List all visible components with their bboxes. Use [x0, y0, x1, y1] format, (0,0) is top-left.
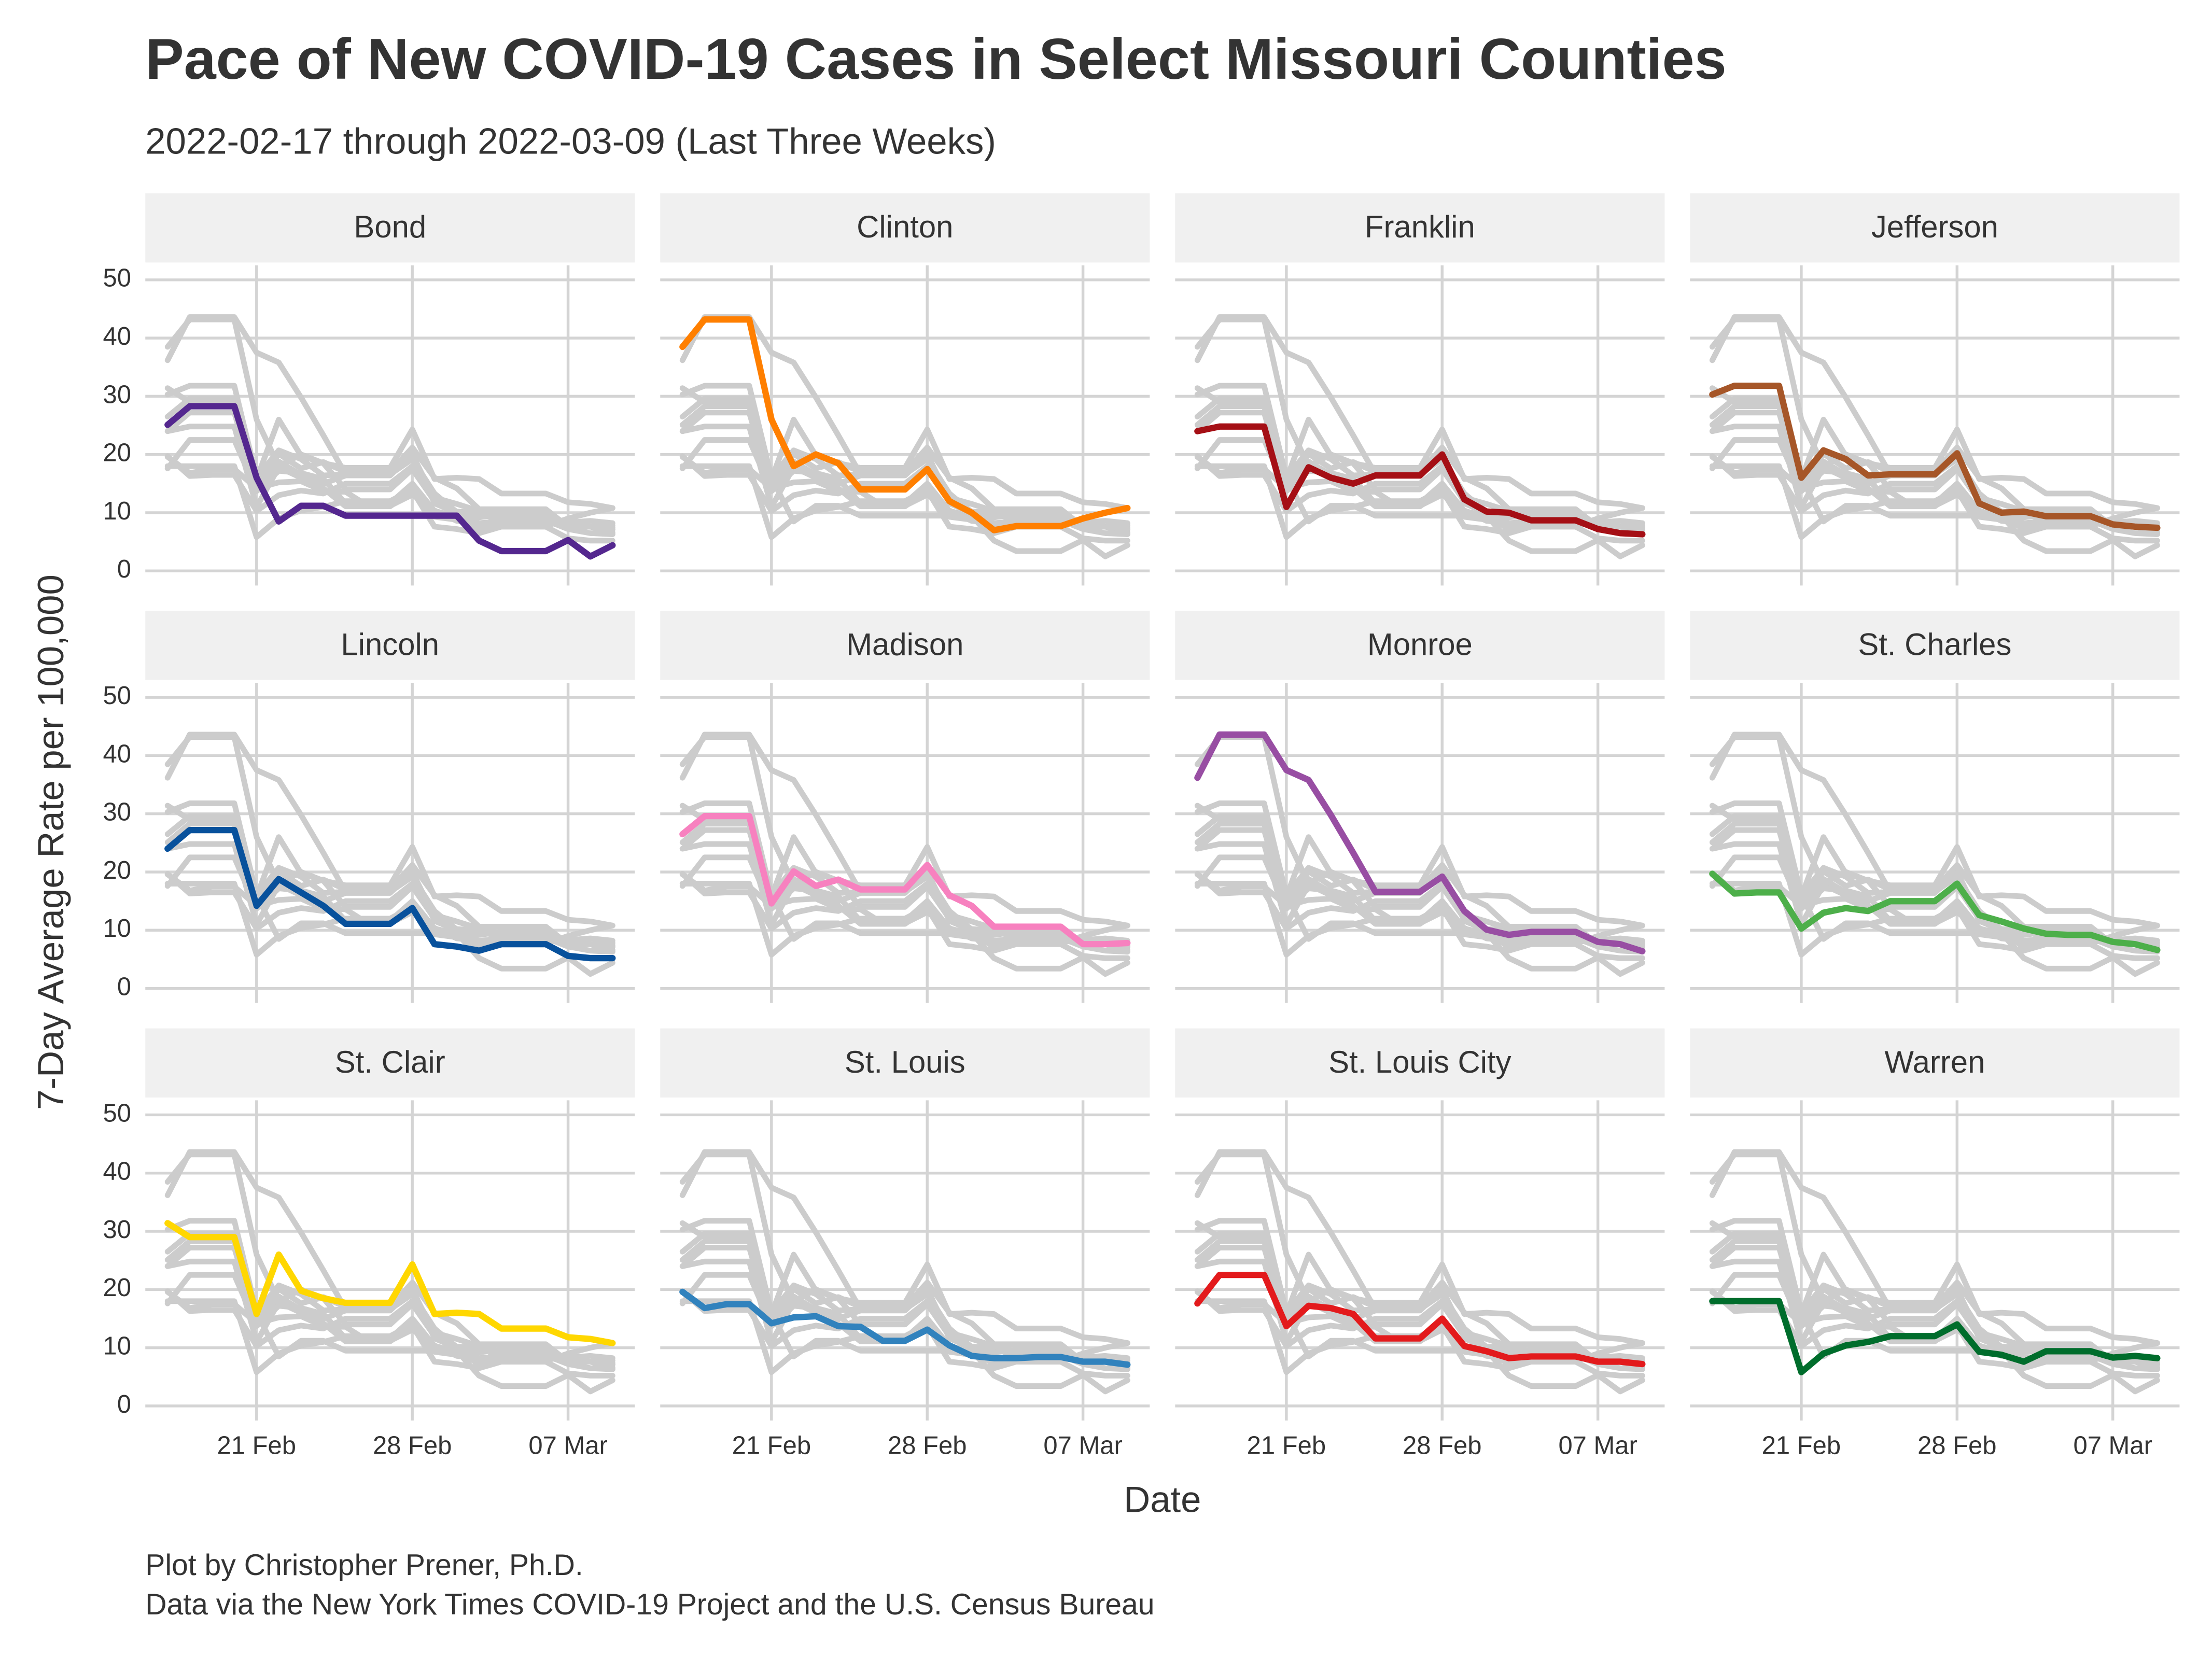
panel: Bond 0 10 20 30 40 50	[103, 193, 635, 586]
panel: Madison	[660, 611, 1150, 1003]
context-line	[1709, 1220, 2160, 1346]
y-tick-label: 40	[103, 1158, 131, 1186]
context-line	[679, 881, 1130, 958]
strip-label: St. Clair	[335, 1045, 445, 1079]
context-line	[164, 1298, 615, 1375]
series-line	[1194, 1272, 1646, 1368]
y-tick-label: 40	[103, 322, 131, 350]
strip-label: Clinton	[857, 209, 953, 244]
y-tick-label: 0	[117, 973, 131, 1001]
strip	[1690, 1028, 2180, 1098]
context-line	[164, 881, 615, 958]
series-line	[1709, 870, 2161, 953]
strip	[660, 1028, 1150, 1098]
strip-label: Monroe	[1367, 627, 1473, 662]
x-tick-label: 07 Mar	[528, 1432, 607, 1460]
caption-line: Data via the New York Times COVID-19 Pro…	[145, 1588, 1154, 1621]
strip-label: Warren	[1884, 1045, 1985, 1079]
x-tick-label: 28 Feb	[1403, 1432, 1481, 1460]
panel: St. Charles	[1690, 611, 2180, 1003]
strip-label: Bond	[354, 209, 426, 244]
series-line	[679, 813, 1131, 948]
strip-label: Jefferson	[1871, 209, 1998, 244]
caption-line: Plot by Christopher Prener, Ph.D.	[145, 1549, 583, 1582]
strip	[1690, 193, 2180, 263]
context-line	[679, 385, 1130, 511]
y-tick-label: 20	[103, 439, 131, 467]
y-tick-label: 30	[103, 798, 131, 826]
context-line	[1194, 1220, 1645, 1346]
strip	[145, 1028, 635, 1098]
x-tick-label: 21 Feb	[1247, 1432, 1326, 1460]
context-line	[679, 1220, 1130, 1346]
strip	[1175, 1028, 1665, 1098]
context-line	[1709, 803, 2160, 929]
y-tick-label: 0	[117, 555, 131, 583]
panel: St. Louis 21 Feb 28 Feb 07 Mar	[660, 1028, 1150, 1460]
y-tick-label: 30	[103, 381, 131, 409]
y-tick-label: 20	[103, 856, 131, 884]
strip	[1175, 193, 1665, 263]
y-tick-label: 50	[103, 1099, 131, 1127]
strip-label: Franklin	[1365, 209, 1475, 244]
panel: Jefferson	[1690, 193, 2180, 586]
y-tick-label: 0	[117, 1390, 131, 1418]
x-tick-label: 07 Mar	[1558, 1432, 1637, 1460]
series-line	[164, 403, 616, 560]
y-tick-label: 40	[103, 740, 131, 768]
series-line	[679, 1288, 1131, 1368]
y-tick-label: 50	[103, 682, 131, 710]
strip	[660, 193, 1150, 263]
strip-label: St. Louis City	[1328, 1045, 1511, 1079]
y-tick-label: 50	[103, 264, 131, 292]
strip	[660, 611, 1150, 680]
y-tick-label: 10	[103, 497, 131, 525]
context-line	[1194, 803, 1645, 929]
context-line	[164, 463, 615, 540]
y-tick-label: 10	[103, 915, 131, 943]
y-tick-label: 10	[103, 1332, 131, 1360]
panel: Warren 21 Feb 28 Feb 07 Mar	[1690, 1028, 2180, 1460]
strip	[1175, 611, 1665, 680]
x-tick-label: 28 Feb	[373, 1432, 452, 1460]
series-line	[164, 826, 616, 962]
x-tick-label: 21 Feb	[217, 1432, 296, 1460]
x-tick-label: 28 Feb	[1917, 1432, 1996, 1460]
context-line	[1194, 463, 1645, 540]
series-line	[1194, 731, 1646, 954]
strip	[145, 193, 635, 263]
context-line	[679, 1298, 1130, 1375]
x-tick-label: 21 Feb	[732, 1432, 811, 1460]
strip-label: Madison	[846, 627, 963, 662]
panel: Clinton	[660, 193, 1150, 586]
panel: Lincoln 0 10 20 30 40 50	[103, 611, 635, 1003]
y-tick-label: 30	[103, 1216, 131, 1244]
series-line	[1709, 382, 2161, 531]
strip	[1690, 611, 2180, 680]
panel: St. Louis City 21 Feb 28 Feb 07 Mar	[1175, 1028, 1665, 1460]
series-line	[164, 1220, 616, 1346]
panel: Franklin	[1175, 193, 1665, 586]
strip-label: Lincoln	[341, 627, 439, 662]
chart-subtitle: 2022-02-17 through 2022-03-09 (Last Thre…	[145, 120, 996, 161]
panel: St. Clair 0 10 20 30 40 50 21 Feb 28 Feb 07 Mar	[103, 1028, 635, 1460]
chart-title: Pace of New COVID-19 Cases in Select Mis…	[145, 26, 1726, 91]
x-axis-label: Date	[1124, 1479, 1201, 1520]
series-line	[679, 316, 1131, 533]
context-line	[679, 463, 1130, 540]
context-line	[1194, 385, 1645, 511]
strip	[145, 611, 635, 680]
series-line	[1194, 423, 1646, 538]
x-tick-label: 28 Feb	[888, 1432, 967, 1460]
y-tick-label: 20	[103, 1274, 131, 1302]
y-axis-label: 7-Day Average Rate per 100,000	[30, 574, 71, 1110]
panel: Monroe	[1175, 611, 1665, 1003]
x-tick-label: 07 Mar	[1043, 1432, 1122, 1460]
strip-label: St. Louis	[845, 1045, 965, 1079]
x-tick-label: 07 Mar	[2073, 1432, 2152, 1460]
series-line	[1709, 1298, 2161, 1375]
x-tick-label: 21 Feb	[1762, 1432, 1841, 1460]
strip-label: St. Charles	[1858, 627, 2011, 662]
